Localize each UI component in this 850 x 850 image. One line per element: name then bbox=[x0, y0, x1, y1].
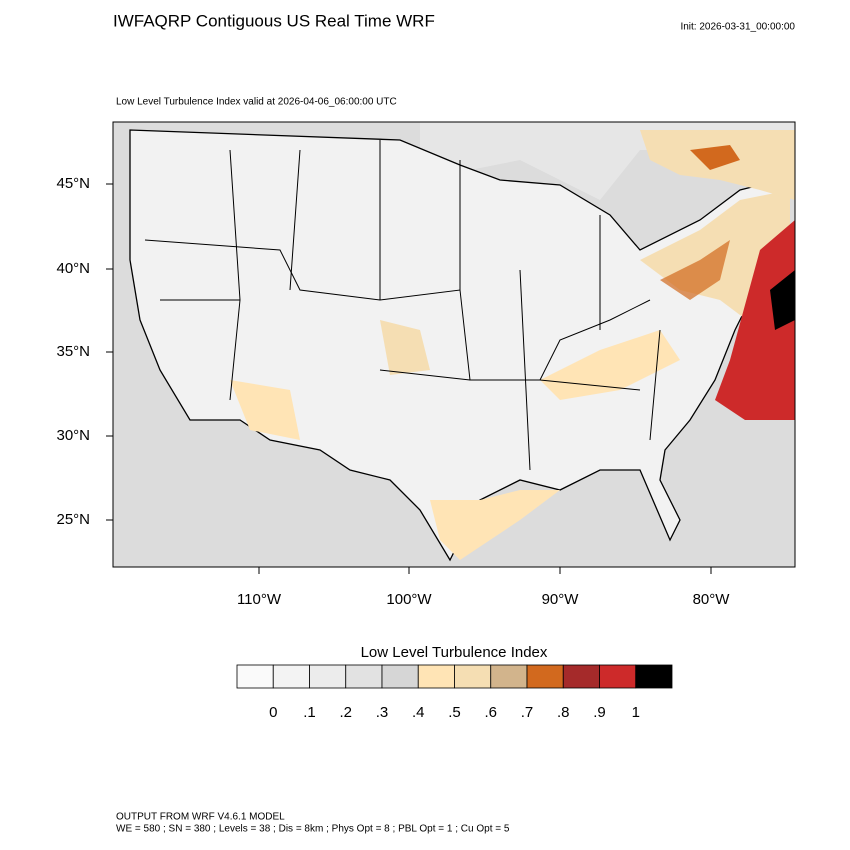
colorbar-label: .2 bbox=[339, 704, 352, 721]
colorbar-label: .3 bbox=[376, 704, 389, 721]
subtitle: Low Level Turbulence Index valid at 2026… bbox=[116, 97, 397, 108]
footer-settings: WE = 580 ; SN = 380 ; Levels = 38 ; Dis … bbox=[116, 824, 510, 835]
colorbar-label: .9 bbox=[593, 704, 606, 721]
map-frame bbox=[112, 121, 796, 568]
legend-title: Low Level Turbulence Index bbox=[361, 644, 548, 661]
map: 45°N 40°N 35°N 30°N 25°N 110°W 100°W 90°W 80°W bbox=[56, 121, 796, 608]
lon-label: 90°W bbox=[542, 591, 580, 608]
shade-atlantic bbox=[715, 220, 795, 420]
lat-label: 35°N bbox=[56, 343, 90, 360]
color-box bbox=[309, 664, 347, 689]
footer-model: OUTPUT FROM WRF V4.6.1 MODEL bbox=[116, 812, 285, 823]
colorbar-label: .5 bbox=[448, 704, 461, 721]
colorbar-label: .1 bbox=[303, 704, 316, 721]
lat-label: 40°N bbox=[56, 260, 90, 277]
lon-label: 80°W bbox=[693, 591, 731, 608]
shade-gulf bbox=[430, 490, 560, 560]
conus-outline bbox=[129, 129, 791, 562]
colorbar-label: .4 bbox=[412, 704, 425, 721]
lon-labels: 110°W 100°W 90°W 80°W bbox=[237, 567, 730, 608]
color-box bbox=[454, 664, 492, 689]
color-box bbox=[562, 664, 600, 689]
shade-atlantic-core bbox=[770, 270, 795, 330]
state-lines bbox=[144, 140, 661, 471]
lat-label: 25°N bbox=[56, 511, 90, 528]
init-time: Init: 2026-03-31_00:00:00 bbox=[680, 22, 795, 33]
color-box bbox=[236, 664, 274, 689]
lon-label: 100°W bbox=[386, 591, 432, 608]
lat-label: 30°N bbox=[56, 427, 90, 444]
colorbar-label: .6 bbox=[484, 704, 497, 721]
color-box bbox=[599, 664, 637, 689]
shade-southwest bbox=[230, 380, 300, 440]
color-box bbox=[635, 664, 673, 689]
shade-canada-core bbox=[690, 145, 740, 170]
color-box bbox=[490, 664, 528, 689]
color-box bbox=[272, 664, 310, 689]
title: IWFAQRP Contiguous US Real Time WRF bbox=[113, 11, 435, 30]
lat-labels: 45°N 40°N 35°N 30°N 25°N bbox=[56, 175, 113, 528]
colorbar-label: 0 bbox=[269, 704, 277, 721]
shade-appalachia bbox=[660, 240, 730, 300]
shade-plains bbox=[380, 320, 430, 375]
shade-southeast bbox=[540, 330, 680, 400]
colorbar-label: 1 bbox=[632, 704, 640, 721]
lon-label: 110°W bbox=[237, 591, 282, 608]
colorbar: 0 .1 .2 .3 .4 .5 .6 .7 .8 .9 1 bbox=[236, 664, 673, 721]
colorbar-label: .7 bbox=[521, 704, 534, 721]
colorbar-label: .8 bbox=[557, 704, 570, 721]
color-box bbox=[526, 664, 564, 689]
color-box bbox=[381, 664, 419, 689]
lat-label: 45°N bbox=[56, 175, 90, 192]
color-box bbox=[345, 664, 383, 689]
color-box bbox=[417, 664, 455, 689]
